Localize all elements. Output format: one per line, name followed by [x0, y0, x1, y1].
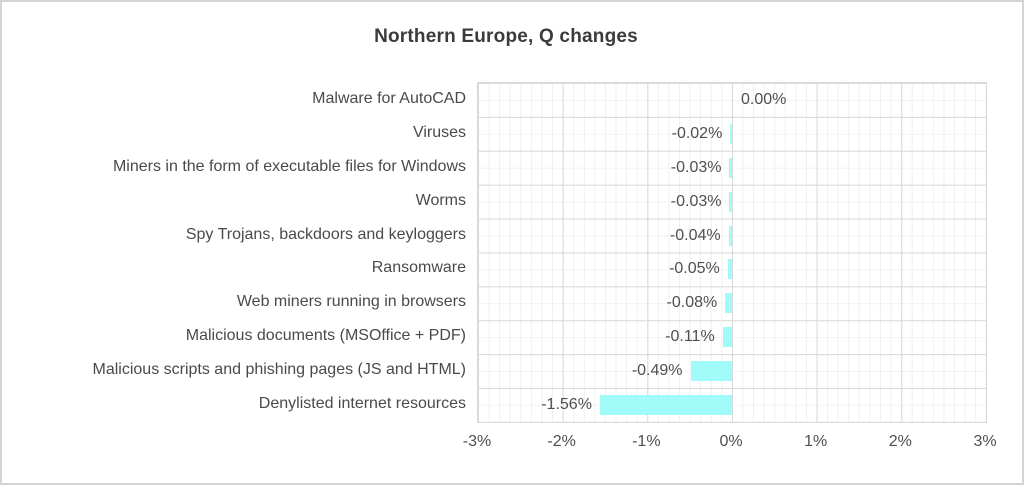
x-tick-label: 2% [888, 433, 912, 450]
category-label: Worms [415, 191, 466, 209]
bar [690, 361, 732, 382]
plot-area: 0.00% -0.02% -0.03% -0.03% -0.04% -0.05% -0.08… [477, 82, 987, 423]
bar [599, 395, 732, 416]
bar [730, 123, 732, 144]
bar [727, 259, 732, 280]
value-label: -0.05% [669, 260, 720, 278]
bar [728, 225, 732, 246]
value-label: -1.56% [541, 396, 592, 414]
x-tick-label: -3% [462, 433, 492, 450]
category-label: Malicious scripts and phishing pages (JS… [92, 361, 467, 379]
value-label: -0.02% [671, 124, 723, 142]
category-label: Ransomware [371, 259, 466, 277]
value-label: -0.04% [669, 226, 721, 244]
category-label: Miners in the form of executable files f… [112, 157, 466, 175]
category-label: Malicious documents (MSOffice + PDF) [185, 327, 466, 345]
bar [722, 327, 732, 348]
category-label: Viruses [412, 123, 466, 141]
category-label: Malware for AutoCAD [312, 89, 466, 107]
chart-title: Northern Europe, Q changes [374, 26, 638, 47]
x-tick-label: 0% [719, 433, 743, 450]
x-tick-label: -1% [632, 433, 661, 450]
value-label: -0.11% [665, 328, 715, 346]
value-label: -0.08% [666, 294, 718, 312]
value-label: 0.00% [741, 90, 787, 108]
category-label: Spy Trojans, backdoors and keyloggers [185, 225, 466, 243]
value-label: -0.49% [631, 362, 683, 380]
bar [729, 157, 732, 178]
bar [725, 293, 732, 314]
value-label: -0.03% [670, 158, 722, 176]
x-tick-label: 3% [973, 433, 997, 450]
value-label: -0.03% [670, 192, 722, 210]
category-label: Web miners running in browsers [236, 293, 466, 311]
category-label: Denylisted internet resources [258, 395, 466, 413]
x-tick-label: 1% [804, 433, 828, 450]
bar [729, 191, 732, 212]
x-tick-label: -2% [547, 433, 576, 450]
